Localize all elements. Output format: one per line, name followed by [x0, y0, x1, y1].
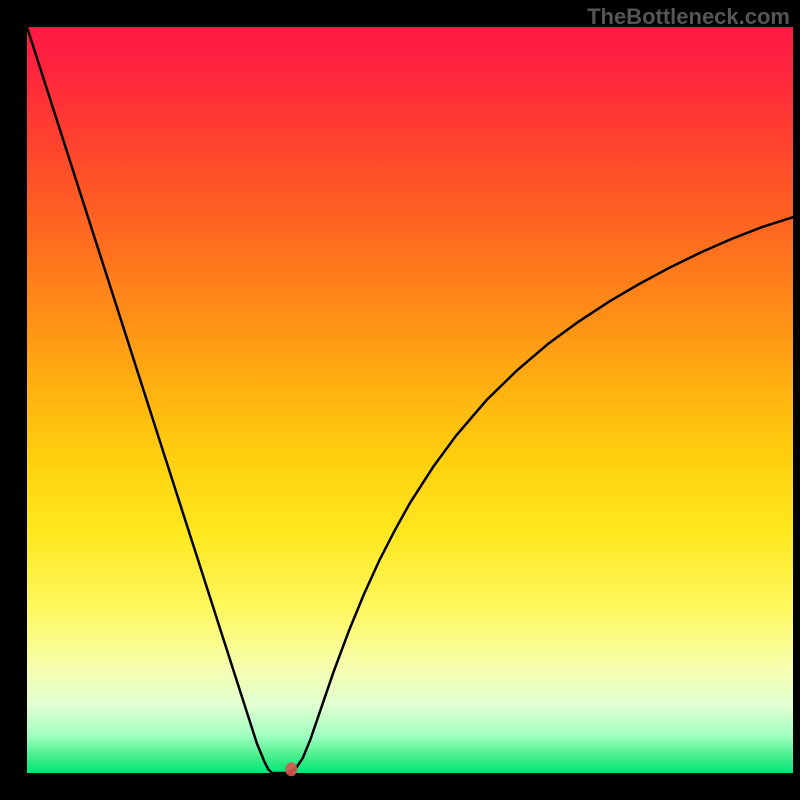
plot-background	[27, 27, 793, 773]
optimal-point-marker	[285, 762, 297, 776]
bottleneck-chart	[0, 0, 800, 800]
chart-container: TheBottleneck.com	[0, 0, 800, 800]
watermark-text: TheBottleneck.com	[587, 4, 790, 30]
